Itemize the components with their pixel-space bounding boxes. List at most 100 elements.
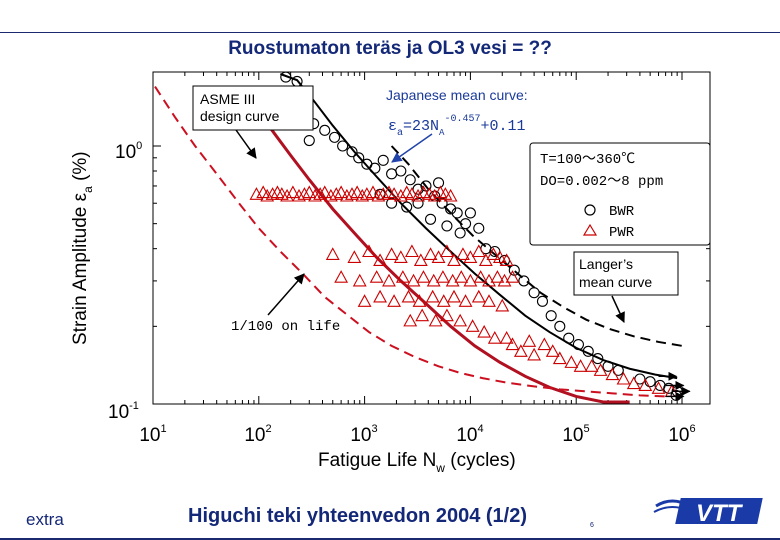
data-point-pwr — [495, 298, 510, 312]
data-point-pwr — [537, 337, 552, 351]
x-tick-label: 104 — [456, 423, 483, 446]
x-tick-label: 106 — [668, 423, 695, 446]
one-hundredth-label: 1/100 on life — [231, 319, 340, 335]
data-point-pwr — [482, 294, 496, 307]
asme-label: design curve — [200, 108, 280, 124]
data-point-pwr — [482, 273, 496, 287]
y-tick-label: 100 — [115, 140, 142, 163]
legend-label-pwr: PWR — [609, 225, 635, 241]
data-point-pwr — [416, 185, 431, 199]
data-point-pwr — [478, 253, 493, 267]
data-point-bwr — [433, 177, 445, 189]
data-point-pwr — [347, 250, 362, 263]
data-point-pwr — [359, 187, 374, 200]
data-point-bwr — [395, 165, 407, 177]
data-point-pwr — [302, 185, 317, 199]
data-point-bwr — [451, 207, 463, 219]
data-point-pwr — [513, 344, 528, 357]
data-point-bwr — [563, 332, 575, 344]
data-point-bwr — [353, 152, 365, 164]
data-point-bwr — [445, 203, 457, 215]
data-point-pwr — [371, 188, 386, 202]
data-point-pwr — [443, 188, 458, 202]
data-point-pwr — [325, 247, 340, 260]
data-point-pwr — [499, 253, 514, 267]
data-point-bwr — [329, 131, 341, 143]
data-point-pwr — [453, 313, 468, 327]
data-point-pwr — [357, 294, 372, 307]
data-point-pwr — [593, 363, 608, 376]
legend-marker-pwr — [582, 223, 598, 236]
data-point-pwr — [638, 378, 653, 392]
data-point-bwr — [572, 338, 584, 351]
footer-rule — [0, 538, 780, 540]
data-point-pwr — [522, 334, 537, 347]
langer-arrow — [611, 295, 625, 323]
data-point-pwr — [308, 188, 322, 202]
data-point-pwr — [456, 247, 470, 260]
data-point-pwr — [471, 244, 486, 258]
data-point-pwr — [345, 187, 359, 200]
x-axis-label: Fatigue Life Nw (cycles) — [318, 450, 516, 475]
data-point-bwr — [404, 174, 416, 186]
data-point-bwr — [554, 320, 566, 332]
data-point-pwr — [527, 347, 542, 361]
data-point-pwr — [406, 273, 421, 287]
conditions-temperature: T=100～360℃ — [540, 152, 635, 168]
data-point-pwr — [436, 294, 451, 307]
data-point-bwr — [441, 220, 453, 232]
data-point-pwr — [616, 371, 631, 385]
data-point-pwr — [317, 185, 332, 199]
data-point-pwr — [280, 188, 294, 202]
data-point-pwr — [626, 376, 641, 390]
data-point-bwr — [346, 146, 358, 158]
data-point-pwr — [440, 244, 454, 258]
data-point-pwr — [465, 319, 480, 332]
data-point-pwr — [313, 187, 328, 200]
data-point-pwr — [416, 270, 431, 283]
curve-langer-s-mean-curve — [390, 145, 683, 347]
data-point-pwr — [499, 330, 514, 344]
data-point-pwr — [411, 188, 425, 202]
asme-arrow — [235, 129, 257, 159]
data-point-pwr — [339, 188, 354, 202]
data-point-bwr — [460, 218, 472, 230]
data-point-pwr — [440, 308, 454, 322]
one-hundredth-arrow — [267, 273, 305, 316]
data-point-bwr — [464, 207, 476, 219]
data-point-pwr — [428, 313, 443, 327]
data-point-pwr — [552, 351, 567, 365]
data-point-pwr — [458, 294, 473, 307]
data-point-pwr — [270, 185, 285, 199]
data-point-pwr — [415, 308, 430, 322]
curve-1-100-on-life — [154, 85, 666, 398]
data-point-pwr — [395, 270, 410, 283]
data-point-pwr — [404, 244, 419, 258]
curve-asme-iii-design-curve — [257, 111, 630, 404]
data-point-pwr — [403, 313, 418, 327]
conditions-oxygen: DO=0.002～8 ppm — [540, 174, 663, 190]
footer-extra: extra — [26, 510, 64, 529]
x-tick-label: 103 — [350, 423, 377, 446]
data-point-pwr — [447, 289, 461, 303]
data-point-bwr — [592, 353, 604, 365]
data-point-bwr — [337, 140, 349, 152]
data-point-pwr — [471, 289, 486, 303]
data-point-bwr — [528, 287, 540, 299]
x-tick-label: 105 — [562, 423, 589, 446]
data-point-pwr — [393, 188, 408, 202]
data-point-pwr — [404, 187, 419, 200]
data-point-pwr — [447, 253, 461, 267]
data-point-pwr — [350, 185, 365, 199]
formula: εa=23NA-0.457+0.11 — [388, 114, 525, 139]
data-point-pwr — [584, 359, 599, 372]
langer-label: Langer’s — [579, 256, 633, 272]
data-point-pwr — [423, 247, 438, 260]
data-point-bwr — [582, 345, 594, 357]
data-point-pwr — [477, 324, 492, 338]
data-point-bwr — [436, 197, 448, 209]
data-point-pwr — [573, 359, 588, 372]
data-point-pwr — [413, 253, 428, 267]
data-point-pwr — [425, 289, 440, 303]
